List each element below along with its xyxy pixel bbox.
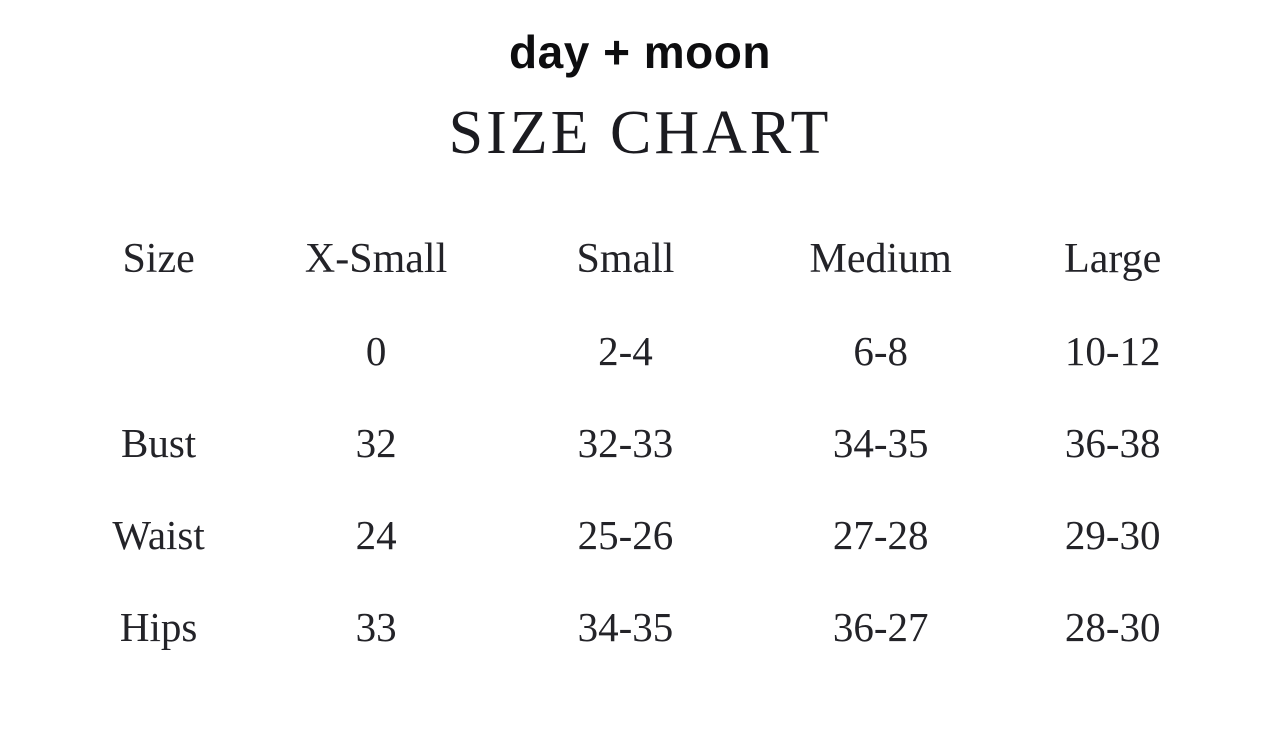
- row-label: Hips: [119, 604, 198, 651]
- row-label: Bust: [120, 420, 197, 467]
- row-label: Waist: [112, 512, 205, 559]
- table-cell: 25-26: [577, 512, 674, 559]
- table-cell: 24: [355, 512, 397, 559]
- table-cell: 0: [365, 328, 387, 375]
- table-row-hips: Hips 33 34-35 36-27 28-30: [60, 581, 1220, 673]
- table-cell: 36-38: [1064, 420, 1161, 467]
- table-cell: 36-27: [832, 604, 929, 651]
- table-cell: 29-30: [1064, 512, 1161, 559]
- table-cell: 6-8: [853, 328, 908, 375]
- row-label: [60, 305, 257, 397]
- size-chart-page: day + moon SIZE CHART Size X-Small Small…: [0, 26, 1280, 746]
- table-row-waist: Waist 24 25-26 27-28 29-30: [60, 489, 1220, 581]
- table-cell: 34-35: [832, 420, 929, 467]
- size-chart-table: Size X-Small Small Medium Large 0 2-4 6-…: [60, 213, 1220, 673]
- column-header-xsmall: X-Small: [304, 236, 448, 283]
- column-header-size: Size: [122, 236, 195, 283]
- column-header-small: Small: [576, 236, 675, 283]
- table-row-bust: Bust 32 32-33 34-35 36-38: [60, 397, 1220, 489]
- table-row-numeric-sizes: 0 2-4 6-8 10-12: [60, 305, 1220, 397]
- brand-logo: day + moon: [509, 26, 771, 78]
- table-cell: 32: [355, 420, 397, 467]
- table-cell: 27-28: [832, 512, 929, 559]
- table-cell: 2-4: [598, 328, 653, 375]
- column-header-large: Large: [1064, 236, 1162, 283]
- table-cell: 10-12: [1064, 328, 1161, 375]
- column-header-medium: Medium: [809, 236, 952, 283]
- table-cell: 33: [355, 604, 397, 651]
- table-header-row: Size X-Small Small Medium Large: [60, 213, 1220, 305]
- page-title: SIZE CHART: [448, 98, 832, 167]
- table-cell: 28-30: [1064, 604, 1161, 651]
- table-cell: 34-35: [577, 604, 674, 651]
- table-cell: 32-33: [577, 420, 674, 467]
